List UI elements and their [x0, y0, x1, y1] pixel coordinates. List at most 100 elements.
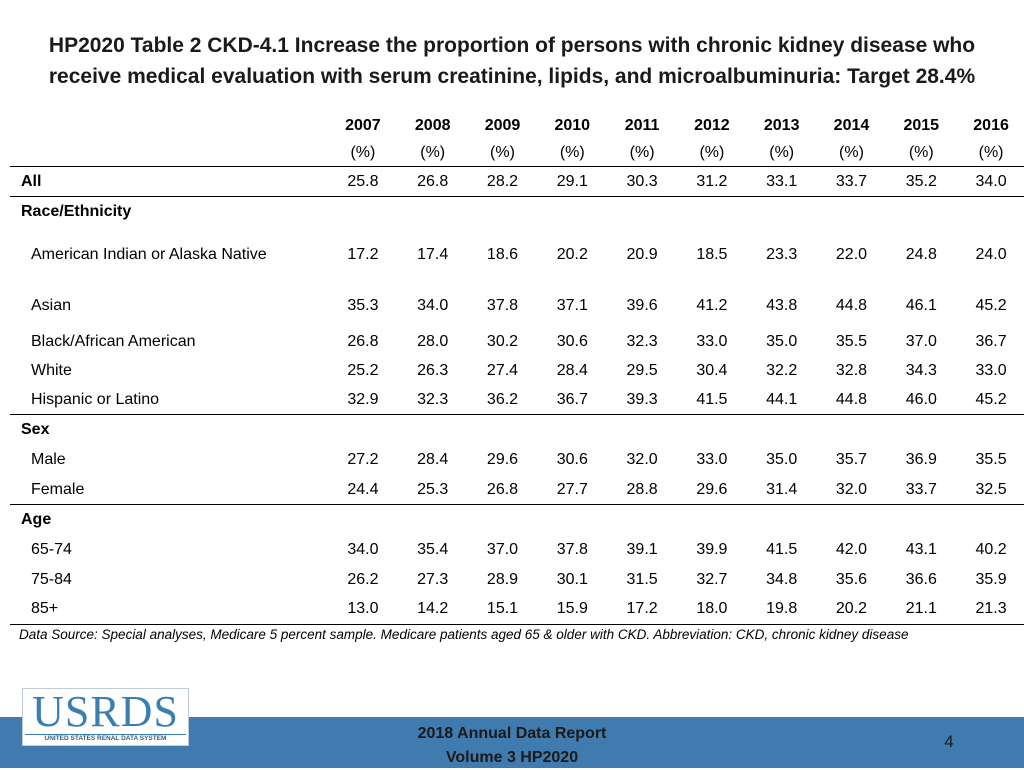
unit-header: (%) — [956, 139, 1024, 167]
value-cell: 37.8 — [556, 541, 588, 558]
value-cell: 18.0 — [676, 594, 747, 625]
title-line-1: HP2020 Table 2 CKD-4.1 Increase the prop… — [48, 34, 976, 57]
table-row: 75-84 26.2 27.3 28.9 30.1 31.5 32.7 34.8 35.6 36.… — [10, 565, 1024, 594]
value-cell: 26.3 — [417, 361, 449, 379]
table-body: All 25.8 26.8 28.2 29.1 30.3 31.2 33.1 33.7 35.2 3… — [10, 167, 1024, 625]
value-cell: 34.0 — [347, 541, 379, 558]
year-header: 2013 — [763, 117, 800, 134]
value-cell: 17.2 — [607, 594, 677, 625]
row-label: 75-84 — [31, 570, 72, 588]
value-cell — [886, 196, 957, 226]
data-source-footnote: Data Source: Special analyses, Medicare … — [19, 627, 909, 642]
value-cell: 27.7 — [556, 480, 588, 498]
value-cell: 32.5 — [975, 480, 1007, 498]
value-cell: 31.4 — [766, 480, 798, 498]
value-cell: 36.7 — [975, 332, 1007, 350]
value-cell: 27.3 — [417, 570, 449, 588]
year-header: 2009 — [484, 117, 521, 134]
value-cell — [746, 414, 817, 445]
table-row: Male 27.2 28.4 29.6 30.6 32.0 33.0 35.0 35.7 36.9… — [10, 445, 1024, 475]
unit-header: (%) — [537, 139, 608, 167]
value-cell: 37.0 — [486, 541, 519, 558]
value-cell: 37.8 — [486, 296, 519, 314]
value-cell — [607, 504, 677, 535]
value-cell — [886, 504, 957, 535]
value-cell: 41.5 — [766, 541, 798, 558]
value-cell: 33.7 — [905, 480, 937, 498]
row-label: 65-74 — [31, 541, 72, 558]
value-cell: 29.5 — [626, 361, 658, 379]
report-line-2: Volume 3 HP2020 — [445, 749, 579, 766]
value-cell: 41.2 — [696, 296, 728, 314]
table-row: Black/African American 26.8 28.0 30.2 30.6 32… — [10, 327, 1024, 356]
value-cell: 30.6 — [556, 451, 588, 468]
value-cell: 20.9 — [626, 246, 658, 263]
value-cell: 39.3 — [626, 390, 658, 408]
section-header-row: Sex — [10, 414, 1024, 445]
header-empty — [10, 112, 328, 139]
value-cell — [467, 504, 538, 535]
value-cell — [956, 414, 1024, 445]
unit-header: (%) — [816, 139, 887, 167]
table-row: 85+ 13.0 14.2 15.1 15.9 17.2 18.0 19.8 20.2 21.1 2… — [10, 594, 1024, 625]
unit-header: (%) — [328, 139, 398, 167]
value-cell: 32.3 — [626, 332, 658, 350]
table-row: Asian 35.3 34.0 37.8 37.1 39.6 41.2 43.8 44.8 46.… — [10, 284, 1024, 327]
value-cell: 26.8 — [486, 480, 519, 498]
value-cell: 26.8 — [347, 332, 379, 350]
value-cell: 34.0 — [417, 296, 449, 314]
report-line-1: 2018 Annual Data Report — [417, 725, 607, 742]
value-cell: 35.0 — [766, 451, 798, 468]
page-title: HP2020 Table 2 CKD-4.1 Increase the prop… — [10, 30, 1014, 92]
value-cell: 32.3 — [417, 390, 449, 408]
value-cell: 26.8 — [417, 172, 449, 190]
value-cell: 19.8 — [746, 594, 817, 625]
page-number: 4 — [944, 732, 954, 751]
value-cell: 21.1 — [886, 594, 957, 625]
value-cell: 36.9 — [905, 451, 937, 468]
value-cell: 36.2 — [486, 390, 519, 408]
unit-header: (%) — [467, 139, 538, 167]
row-label: 85+ — [10, 594, 328, 625]
row-label: Male — [31, 451, 66, 468]
unit-header: (%) — [886, 139, 957, 167]
unit-header: (%) — [397, 139, 468, 167]
value-cell — [328, 414, 398, 445]
value-cell: 30.4 — [696, 361, 728, 379]
row-label: Hispanic or Latino — [31, 390, 160, 408]
value-cell: 20.2 — [816, 594, 887, 625]
section-header-row: Race/Ethnicity — [10, 196, 1024, 226]
value-cell: 30.2 — [486, 332, 519, 350]
section-label: Sex — [10, 414, 328, 445]
value-cell — [328, 504, 398, 535]
value-cell: 37.1 — [556, 296, 588, 314]
value-cell: 46.1 — [905, 296, 937, 314]
unit-header: (%) — [607, 139, 677, 167]
row-label: Black/African American — [31, 332, 196, 350]
year-header: 2012 — [694, 117, 730, 134]
value-cell: 35.3 — [347, 296, 379, 314]
value-cell: 18.5 — [696, 246, 728, 263]
value-cell: 34.0 — [975, 172, 1007, 190]
logo-subtitle: UNITED STATES RENAL DATA SYSTEM — [25, 734, 186, 743]
value-cell — [537, 504, 608, 535]
value-cell: 35.7 — [835, 451, 868, 468]
usrds-logo: USRDS UNITED STATES RENAL DATA SYSTEM — [22, 688, 189, 746]
value-cell — [816, 504, 887, 535]
value-cell — [397, 414, 468, 445]
value-cell: 39.1 — [626, 541, 658, 558]
value-cell: 26.2 — [347, 570, 379, 588]
value-cell: 33.0 — [696, 451, 728, 468]
value-cell — [886, 414, 957, 445]
value-cell: 41.5 — [696, 390, 728, 408]
value-cell: 28.2 — [486, 172, 519, 190]
value-cell — [537, 414, 608, 445]
value-cell — [397, 504, 468, 535]
value-cell — [676, 414, 747, 445]
logo-wordmark: USRDS — [32, 687, 179, 736]
value-cell — [816, 196, 887, 226]
value-cell: 21.3 — [956, 594, 1024, 625]
value-cell: 17.2 — [347, 246, 379, 263]
value-cell: 32.0 — [835, 480, 868, 498]
value-cell: 32.8 — [835, 361, 868, 379]
